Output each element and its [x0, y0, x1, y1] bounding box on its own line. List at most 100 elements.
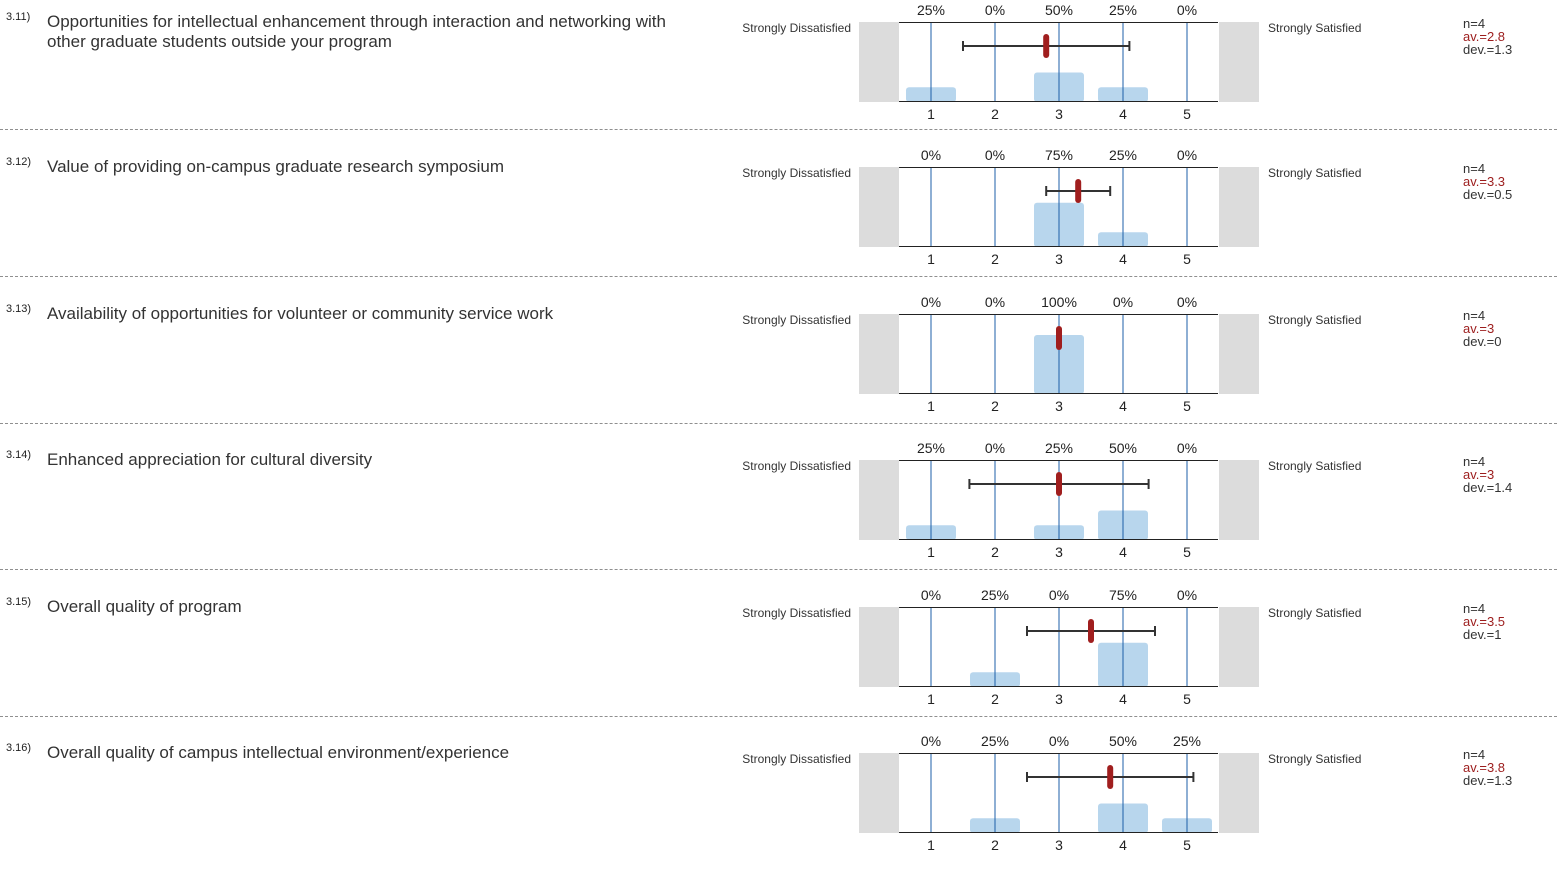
- scale-left-label: Strongly Dissatisfied: [742, 606, 851, 620]
- tick-label: 3: [1055, 106, 1063, 122]
- percent-label: 0%: [1048, 733, 1070, 749]
- histogram: 0% 25% 0% 50% 25% 1 2 3 4 5: [899, 733, 1218, 853]
- tick-label: 4: [1119, 398, 1127, 414]
- question-number: 3.14): [6, 449, 32, 461]
- tick-label: 3: [1055, 398, 1063, 414]
- left-side-box: [859, 22, 899, 102]
- mean-marker: [1088, 619, 1094, 643]
- question-row: 3.11) Opportunities for intellectual enha…: [0, 2, 1557, 159]
- tick-label: 4: [1119, 251, 1127, 267]
- right-side-box: [1219, 314, 1259, 394]
- percent-label: 25%: [1108, 2, 1138, 18]
- stat-average: av.=3: [1463, 467, 1495, 482]
- percent-label: 0%: [1112, 294, 1134, 310]
- percent-label: 0%: [984, 294, 1006, 310]
- question-number: 3.12): [6, 156, 32, 168]
- tick-label: 2: [991, 398, 999, 414]
- stat-n: n=4: [1463, 16, 1486, 31]
- question-text: Enhanced appreciation for cultural diver…: [47, 450, 373, 469]
- histogram-svg: [899, 753, 1218, 833]
- stat-average: av.=3.5: [1463, 614, 1506, 629]
- question-row: 3.13) Availability of opportunities for v…: [0, 294, 1557, 451]
- tick-label: 1: [927, 691, 935, 707]
- mean-marker: [1107, 765, 1114, 789]
- scale-left-label: Strongly Dissatisfied: [742, 752, 851, 766]
- row-divider: [0, 716, 1557, 717]
- stat-average: av.=3: [1463, 321, 1495, 336]
- percent-label: 0%: [1176, 440, 1198, 456]
- percent-label: 25%: [980, 587, 1010, 603]
- row-divider: [0, 276, 1557, 277]
- stat-n: n=4: [1463, 747, 1486, 762]
- stat-n: n=4: [1463, 454, 1486, 469]
- question-text: Opportunities for intellectual enhanceme…: [47, 12, 666, 51]
- tick-label: 4: [1119, 544, 1127, 560]
- scale-right-label: Strongly Satisfied: [1268, 752, 1362, 766]
- stats-block: n=4 av.=3.3 dev.=0.5: [1463, 162, 1512, 201]
- percent-label: 75%: [1044, 147, 1074, 163]
- histogram: 0% 25% 0% 75% 0% 1 2 3 4 5: [899, 587, 1218, 707]
- tick-label: 3: [1055, 837, 1063, 853]
- question-row: 3.16) Overall quality of campus intellect…: [0, 733, 1557, 890]
- percent-label: 0%: [1176, 587, 1198, 603]
- scale-right-label: Strongly Satisfied: [1268, 21, 1362, 35]
- tick-label: 5: [1183, 251, 1191, 267]
- scale-right-label: Strongly Satisfied: [1268, 459, 1362, 473]
- tick-label: 5: [1183, 837, 1191, 853]
- question-row: 3.15) Overall quality of program Strongly …: [0, 587, 1557, 744]
- right-side-box: [1219, 607, 1259, 687]
- histogram: 0% 0% 75% 25% 0% 1 2 3 4 5: [899, 147, 1218, 267]
- percent-label: 0%: [984, 440, 1006, 456]
- mean-marker: [1075, 179, 1082, 203]
- tick-label: 1: [927, 106, 935, 122]
- percent-label: 0%: [1176, 2, 1198, 18]
- row-divider: [0, 129, 1557, 130]
- stat-n: n=4: [1463, 308, 1486, 323]
- stats-block: n=4 av.=2.8 dev.=1.3: [1463, 17, 1512, 56]
- stats-block: n=4 av.=3 dev.=0: [1463, 309, 1501, 348]
- percent-label: 0%: [1176, 294, 1198, 310]
- stat-average: av.=2.8: [1463, 29, 1506, 44]
- percent-label: 0%: [984, 2, 1006, 18]
- question-text: Overall quality of program: [47, 597, 242, 616]
- left-side-box: [859, 167, 899, 247]
- percent-label: 0%: [984, 147, 1006, 163]
- tick-label: 4: [1119, 837, 1127, 853]
- mean-marker: [1056, 326, 1062, 350]
- stat-average: av.=3.8: [1463, 760, 1506, 775]
- question-number: 3.15): [6, 596, 32, 608]
- tick-label: 1: [927, 398, 935, 414]
- question-text: Value of providing on-campus graduate re…: [47, 157, 505, 176]
- left-side-box: [859, 607, 899, 687]
- percent-label: 0%: [1176, 147, 1198, 163]
- question-row: 3.14) Enhanced appreciation for cultural …: [0, 440, 1557, 597]
- percent-label: 100%: [1041, 294, 1077, 310]
- tick-label: 3: [1055, 544, 1063, 560]
- scale-right-label: Strongly Satisfied: [1268, 166, 1362, 180]
- tick-label: 2: [991, 691, 999, 707]
- scale-right-label: Strongly Satisfied: [1268, 313, 1362, 327]
- percent-label: 25%: [980, 733, 1010, 749]
- mean-marker: [1056, 472, 1062, 496]
- stat-n: n=4: [1463, 601, 1486, 616]
- stats-block: n=4 av.=3.5 dev.=1: [1463, 602, 1505, 641]
- histogram-svg: [899, 22, 1218, 102]
- row-divider: [0, 569, 1557, 570]
- tick-label: 2: [991, 837, 999, 853]
- question-text: Overall quality of campus intellectual e…: [47, 743, 510, 762]
- scale-left-label: Strongly Dissatisfied: [742, 313, 851, 327]
- percent-label: 25%: [916, 2, 946, 18]
- scale-right-label: Strongly Satisfied: [1268, 606, 1362, 620]
- stat-deviation: dev.=0.5: [1463, 187, 1513, 202]
- percent-label: 0%: [920, 733, 942, 749]
- percent-label: 0%: [1048, 587, 1070, 603]
- tick-label: 3: [1055, 251, 1063, 267]
- question-number: 3.13): [6, 303, 32, 315]
- stats-block: n=4 av.=3 dev.=1.4: [1463, 455, 1512, 494]
- stat-deviation: dev.=1.3: [1463, 773, 1513, 788]
- question-row: 3.12) Value of providing on-campus gradua…: [0, 147, 1557, 304]
- percent-label: 50%: [1044, 2, 1074, 18]
- stat-deviation: dev.=1: [1463, 627, 1502, 642]
- tick-label: 2: [991, 544, 999, 560]
- scale-left-label: Strongly Dissatisfied: [742, 166, 851, 180]
